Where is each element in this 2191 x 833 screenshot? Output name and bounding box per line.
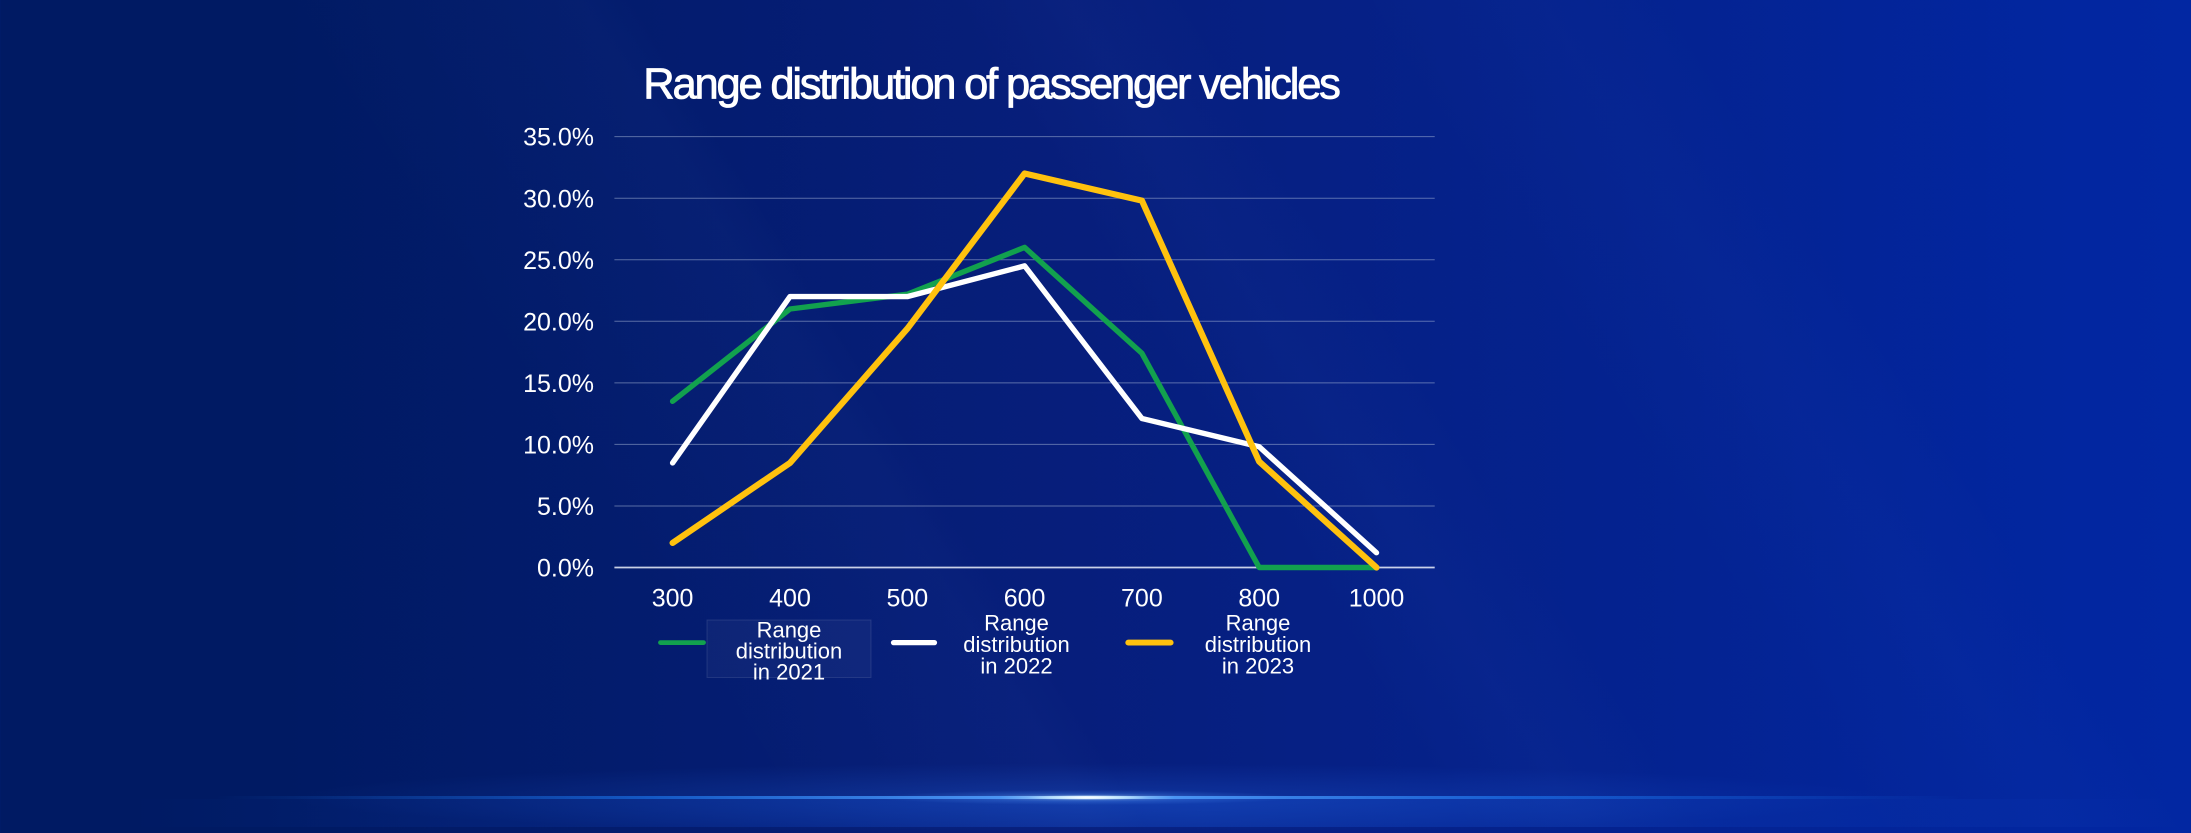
svg-text:Range: Range (757, 618, 822, 643)
svg-text:15.0%: 15.0% (523, 370, 594, 398)
svg-text:800: 800 (1238, 585, 1280, 613)
svg-text:10.0%: 10.0% (523, 432, 594, 460)
svg-text:Range: Range (1226, 610, 1291, 635)
svg-text:distribution: distribution (736, 639, 842, 664)
svg-text:700: 700 (1121, 585, 1163, 613)
svg-text:distribution: distribution (1205, 632, 1311, 657)
svg-text:400: 400 (769, 585, 811, 613)
svg-text:Range distribution of passenge: Range distribution of passenger vehicles (643, 61, 1340, 109)
svg-text:30.0%: 30.0% (523, 185, 594, 213)
svg-text:300: 300 (652, 585, 694, 613)
svg-text:1000: 1000 (1349, 585, 1405, 613)
svg-text:35.0%: 35.0% (523, 124, 594, 152)
svg-text:25.0%: 25.0% (523, 247, 594, 275)
svg-text:in 2022: in 2022 (980, 653, 1052, 678)
svg-text:600: 600 (1004, 585, 1046, 613)
svg-text:0.0%: 0.0% (537, 555, 594, 583)
svg-text:20.0%: 20.0% (523, 308, 594, 336)
svg-text:5.0%: 5.0% (537, 493, 594, 521)
svg-text:distribution: distribution (963, 632, 1069, 657)
svg-text:Range: Range (984, 610, 1049, 635)
svg-text:500: 500 (886, 585, 928, 613)
svg-text:in 2021: in 2021 (753, 660, 825, 685)
svg-text:in 2023: in 2023 (1222, 653, 1294, 678)
